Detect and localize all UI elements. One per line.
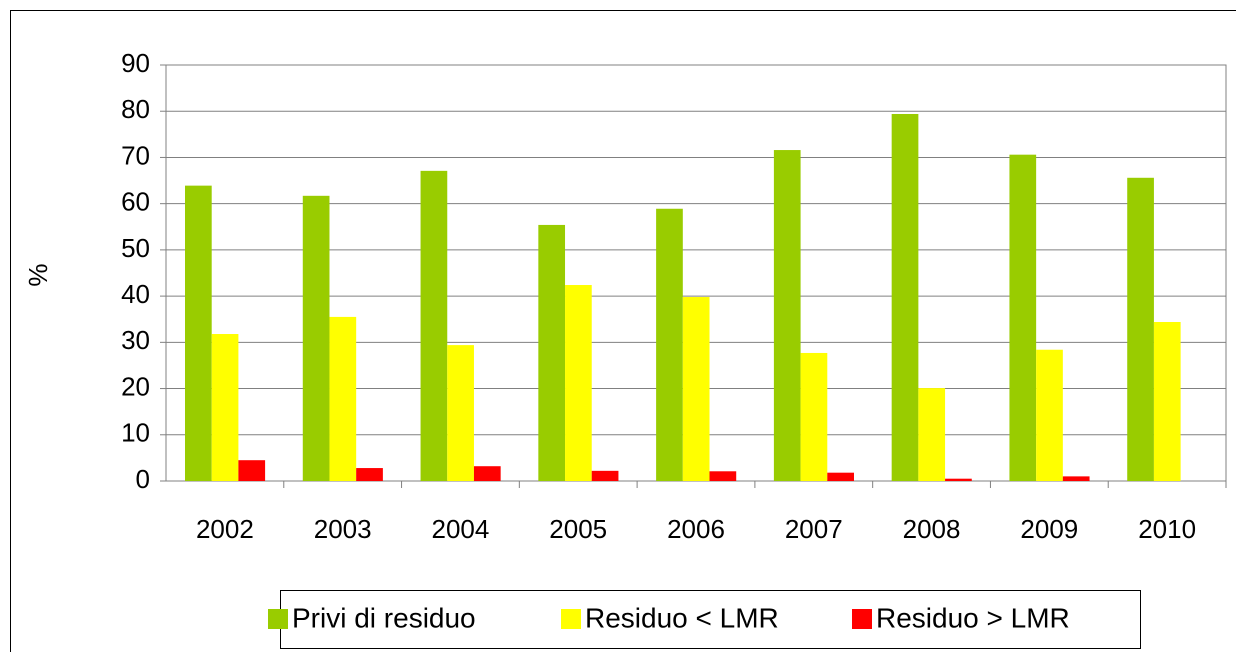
x-tick-label: 2006 (667, 514, 725, 544)
y-tick-label: 90 (121, 48, 150, 78)
legend-swatch (852, 609, 872, 629)
y-tick-label: 40 (121, 279, 150, 309)
y-tick-label: 30 (121, 325, 150, 355)
bar (1127, 177, 1154, 481)
x-tick-label: 2003 (314, 514, 372, 544)
bar (420, 170, 448, 482)
legend: Privi di residuo Residuo < LMR Residuo > L… (268, 602, 1070, 633)
legend-swatch (268, 609, 288, 629)
y-tick-label: 10 (121, 418, 150, 448)
bar (447, 345, 474, 481)
bar (918, 388, 946, 481)
bar (538, 224, 566, 481)
bar (185, 185, 212, 481)
bar (591, 470, 619, 481)
bar (656, 208, 683, 482)
x-tick-label: 2007 (785, 514, 843, 544)
x-tick-label: 2008 (903, 514, 961, 544)
bar (211, 334, 239, 481)
legend-label: Residuo > LMR (876, 602, 1070, 633)
x-tick-label: 2010 (1138, 514, 1196, 544)
y-tick-label: 20 (121, 371, 150, 401)
bar (473, 466, 501, 481)
x-tick-label: 2002 (196, 514, 254, 544)
x-tick-label: 2009 (1020, 514, 1078, 544)
y-tick-label: 50 (121, 233, 150, 263)
y-tick-label: 0 (136, 464, 150, 494)
bar (565, 285, 592, 481)
bar (238, 460, 266, 481)
bar (302, 195, 330, 481)
y-tick-label: 80 (121, 94, 150, 124)
x-tick-label: 2005 (549, 514, 607, 544)
bar (682, 297, 710, 481)
y-axis-label: % (23, 263, 53, 286)
y-tick-label: 60 (121, 187, 150, 217)
y-tick-label: 70 (121, 140, 150, 170)
bar (945, 478, 972, 481)
bar (356, 468, 383, 481)
bar (891, 113, 919, 482)
bar (1009, 154, 1037, 481)
bar (827, 472, 854, 481)
bar (329, 316, 357, 481)
bar (800, 352, 828, 481)
legend-box (280, 590, 1141, 649)
legend-label: Privi di residuo (292, 602, 476, 633)
bar (709, 471, 737, 481)
bar (1153, 321, 1181, 481)
legend-label: Residuo < LMR (585, 602, 779, 633)
legend-swatch (561, 609, 581, 629)
bar (773, 150, 801, 481)
bar (1036, 349, 1063, 481)
x-tick-label: 2004 (432, 514, 490, 544)
bar (1062, 476, 1090, 481)
